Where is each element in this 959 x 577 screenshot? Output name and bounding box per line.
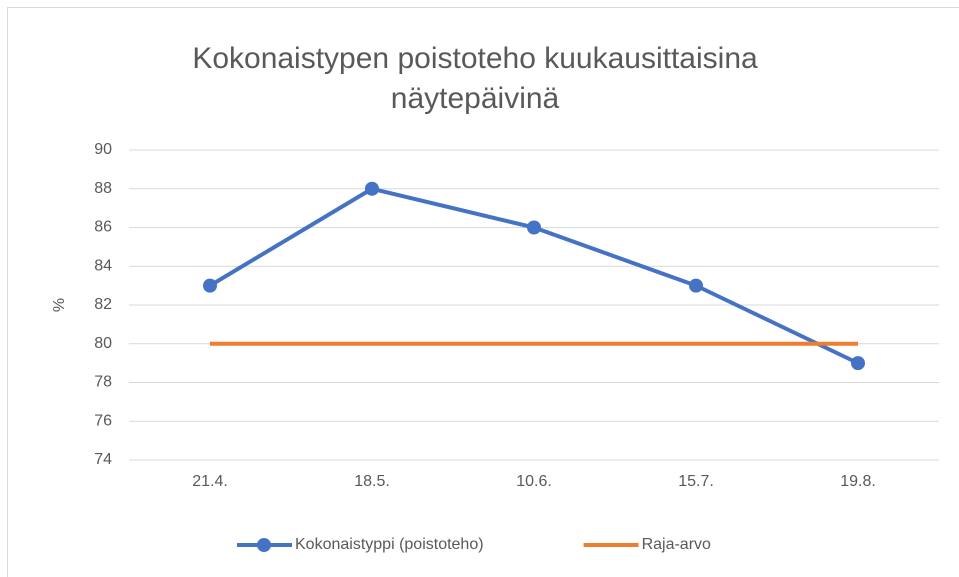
data-point bbox=[365, 181, 379, 196]
y-tick-label: 84 bbox=[94, 257, 112, 274]
data-point bbox=[203, 278, 217, 293]
y-tick-label: 86 bbox=[94, 219, 112, 236]
y-axis-label: % bbox=[51, 298, 68, 312]
y-tick-label: 82 bbox=[94, 296, 112, 313]
y-tick-label: 74 bbox=[94, 451, 112, 468]
chart-title: näytepäivinä bbox=[391, 82, 560, 115]
chart-title: Kokonaistypen poistoteho kuukausittaisin… bbox=[192, 42, 758, 75]
legend-marker bbox=[257, 538, 271, 552]
data-point bbox=[689, 278, 703, 293]
x-tick-label: 19.8. bbox=[840, 473, 876, 490]
data-point bbox=[527, 220, 541, 235]
legend-label: Raja-arvo bbox=[642, 536, 711, 553]
x-tick-label: 15.7. bbox=[678, 473, 714, 490]
y-tick-label: 88 bbox=[94, 180, 112, 197]
y-tick-label: 76 bbox=[94, 412, 112, 429]
y-tick-label: 90 bbox=[94, 141, 112, 158]
x-tick-label: 18.5. bbox=[354, 473, 390, 490]
y-tick-label: 78 bbox=[94, 374, 112, 391]
x-tick-label: 21.4. bbox=[192, 473, 228, 490]
data-point bbox=[851, 356, 865, 371]
chart-border bbox=[7, 7, 959, 577]
legend-label: Kokonaistyppi (poistoteho) bbox=[295, 536, 484, 553]
x-tick-label: 10.6. bbox=[516, 473, 552, 490]
y-tick-label: 80 bbox=[94, 335, 112, 352]
